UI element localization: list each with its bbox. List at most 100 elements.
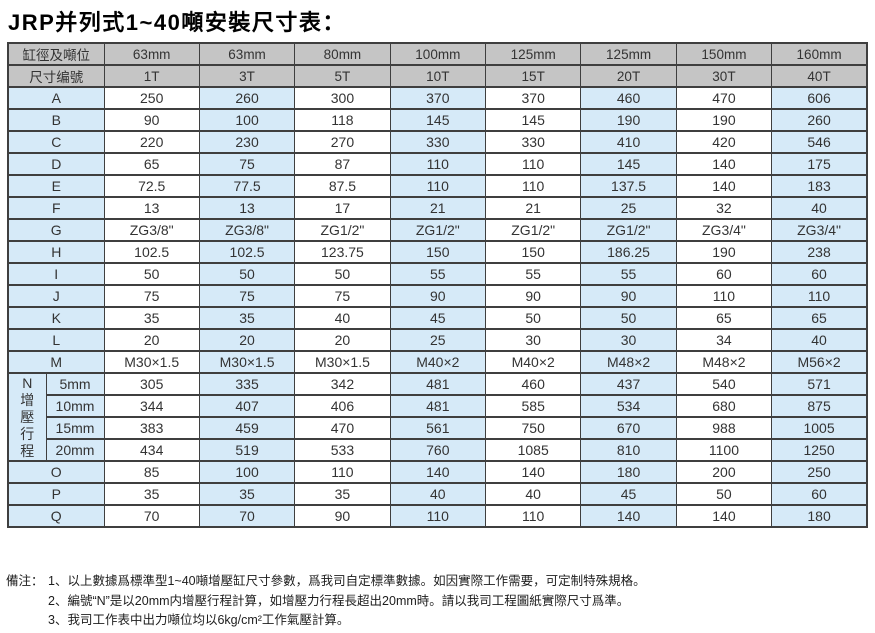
value-cell: 330 — [389, 130, 487, 154]
value-cell: 50 — [103, 262, 200, 286]
stroke-label-cell: 15mm — [45, 416, 105, 440]
row-label-cell: C — [7, 130, 105, 154]
value-cell: 102.5 — [198, 240, 296, 264]
value-cell: 60 — [771, 262, 868, 286]
table-row: B 90 100 118 145 145 190 190 260 — [7, 108, 868, 132]
value-cell: 35 — [198, 482, 296, 506]
header-row-bore: 缸徑及噸位 63mm 63mm 80mm 100mm 125mm 125mm 150mm 160… — [7, 42, 868, 66]
bore-header-cell: 125mm — [484, 42, 582, 66]
value-cell: 30 — [484, 328, 582, 352]
value-cell: 21 — [484, 196, 582, 220]
table-row: Q 70 70 90 110 110 140 140 180 — [7, 504, 868, 528]
row-label-cell: A — [7, 86, 105, 110]
value-cell: 110 — [389, 152, 487, 176]
value-cell: 35 — [198, 306, 296, 330]
tonnage-header-cell: 15T — [484, 64, 582, 88]
value-cell: 145 — [389, 108, 487, 132]
value-cell: 561 — [389, 416, 487, 440]
value-cell: ZG3/4" — [771, 218, 868, 242]
value-cell: 180 — [771, 504, 868, 528]
value-cell: 87.5 — [294, 174, 391, 198]
row-label-cell: D — [7, 152, 105, 176]
value-cell: 110 — [389, 174, 487, 198]
value-cell: 481 — [389, 394, 487, 418]
page-title: JRP并列式1~40噸安裝尺寸表： — [8, 10, 346, 35]
value-cell: 410 — [580, 130, 677, 154]
value-cell: 344 — [103, 394, 200, 418]
value-cell: 50 — [675, 482, 773, 506]
value-cell: 60 — [771, 482, 868, 506]
value-cell: 680 — [675, 394, 773, 418]
value-cell: 420 — [675, 130, 773, 154]
value-cell: 1250 — [771, 438, 868, 462]
table-row: K 35 35 40 45 50 50 65 65 — [7, 306, 868, 330]
value-cell: 87 — [294, 152, 391, 176]
value-cell: 230 — [198, 130, 296, 154]
value-cell: 110 — [389, 504, 487, 528]
value-cell: 118 — [294, 108, 391, 132]
value-cell: 606 — [771, 86, 868, 110]
value-cell: M30×1.5 — [198, 350, 296, 374]
value-cell: 270 — [294, 130, 391, 154]
table-row: G ZG3/8" ZG3/8" ZG1/2" ZG1/2" ZG1/2" ZG1/2" ZG3… — [7, 218, 868, 242]
stroke-label-cell: 10mm — [45, 394, 105, 418]
value-cell: 65 — [675, 306, 773, 330]
value-cell: 35 — [294, 482, 391, 506]
value-cell: 50 — [484, 306, 582, 330]
bore-header-cell: 125mm — [580, 42, 677, 66]
note-text: 2、編號“N”是以20mm内增壓行程計算，如增壓力行程長超出20mm時。請以我司… — [48, 593, 630, 608]
value-cell: 875 — [771, 394, 868, 418]
value-cell: 1085 — [484, 438, 582, 462]
value-cell: 546 — [771, 130, 868, 154]
value-cell: M30×1.5 — [294, 350, 391, 374]
value-cell: 65 — [771, 306, 868, 330]
corner-header-bore: 缸徑及噸位 — [7, 42, 105, 66]
table-row: O 85 100 110 140 140 180 200 250 — [7, 460, 868, 484]
table-row: J 75 75 75 90 90 90 110 110 — [7, 284, 868, 308]
table-row: 20mm 434 519 533 760 1085 810 1100 1250 — [8, 438, 868, 462]
value-cell: 988 — [675, 416, 773, 440]
value-cell: 50 — [580, 306, 677, 330]
table-row: 10mm 344 407 406 481 585 534 680 875 — [8, 394, 868, 418]
value-cell: 70 — [103, 504, 200, 528]
value-cell: 25 — [580, 196, 677, 220]
value-cell: 1100 — [675, 438, 773, 462]
table-row: E 72.5 77.5 87.5 110 110 137.5 140 183 — [7, 174, 868, 198]
stroke-label-cell: 5mm — [45, 372, 105, 396]
value-cell: 370 — [389, 86, 487, 110]
row-label-cell: F — [7, 196, 105, 220]
table-row: 15mm 383 459 470 561 750 670 988 1005 — [8, 416, 868, 440]
note-text: 3、我司工作表中出力噸位均以6kg/cm²工作氣壓計算。 — [48, 613, 350, 627]
value-cell: 110 — [484, 152, 582, 176]
value-cell: 34 — [675, 328, 773, 352]
value-cell: 460 — [484, 372, 582, 396]
row-label-cell: G — [7, 218, 105, 242]
tonnage-header-cell: 30T — [675, 64, 773, 88]
stroke-label-cell: 20mm — [45, 438, 105, 462]
header-row-tonnage: 尺寸编號 1T 3T 5T 10T 15T 20T 30T 40T — [7, 64, 868, 88]
value-cell: 330 — [484, 130, 582, 154]
value-cell: 77.5 — [198, 174, 296, 198]
value-cell: 470 — [675, 86, 773, 110]
value-cell: 110 — [675, 284, 773, 308]
row-label-cell: M — [7, 350, 105, 374]
table-body: A 250 260 300 370 370 460 470 606 B 90 100 118 145 145… — [7, 86, 868, 528]
table-row: I 50 50 50 55 55 55 60 60 — [7, 262, 868, 286]
bore-header-cell: 100mm — [389, 42, 487, 66]
value-cell: 481 — [389, 372, 487, 396]
value-cell: 20 — [198, 328, 296, 352]
bore-header-cell: 160mm — [771, 42, 868, 66]
value-cell: 238 — [771, 240, 868, 264]
value-cell: 17 — [294, 196, 391, 220]
note-line: 2、編號“N”是以20mm内增壓行程計算，如增壓力行程長超出20mm時。請以我司… — [6, 592, 872, 612]
value-cell: 305 — [103, 372, 200, 396]
row-label-cell: Q — [7, 504, 105, 528]
table-row: D 65 75 87 110 110 145 140 175 — [7, 152, 868, 176]
value-cell: 190 — [675, 108, 773, 132]
tonnage-header-cell: 5T — [294, 64, 391, 88]
value-cell: 200 — [675, 460, 773, 484]
table-row: A 250 260 300 370 370 460 470 606 — [7, 86, 868, 110]
value-cell: M56×2 — [771, 350, 868, 374]
value-cell: 460 — [580, 86, 677, 110]
value-cell: 140 — [484, 460, 582, 484]
